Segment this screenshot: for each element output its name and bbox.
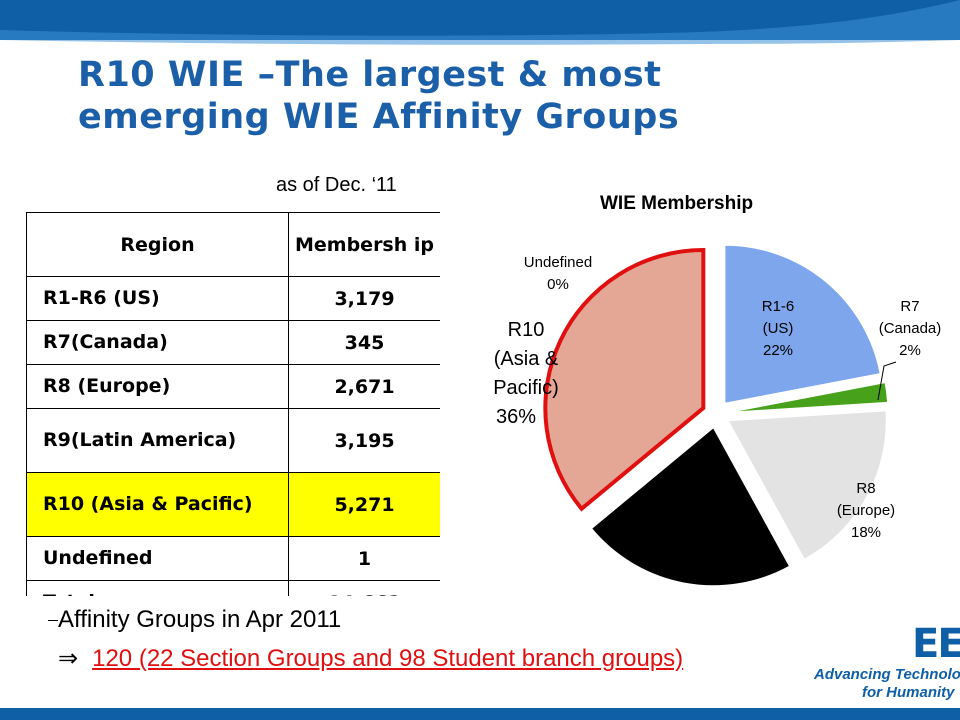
slide-title: R10 WIE –The largest & most emerging WIE… <box>78 54 898 138</box>
table-row: Undefined 1 <box>26 536 440 581</box>
row-region: Total <box>26 580 289 596</box>
row-value: 14,662 <box>288 580 440 596</box>
header-membership: Membersh ip <box>288 212 440 277</box>
table-row: R9(Latin America) 3,195 <box>26 408 440 473</box>
membership-table: Region Membersh ip R1-R6 (US) 3,179 R7(C… <box>26 212 440 596</box>
row-region: R1-R6 (US) <box>26 276 289 321</box>
table-row-highlighted: R10 (Asia & Pacific) 5,271 <box>26 472 440 537</box>
label-europe-sub: (Europe) <box>836 502 896 519</box>
label-us-sub: (US) <box>762 320 794 337</box>
table-row: R1-R6 (US) 3,179 <box>26 276 440 321</box>
slide-title-line-2: emerging WIE Affinity Groups <box>78 97 680 137</box>
logo-tagline-2: for Humanity <box>862 684 955 701</box>
as-of-date: as of Dec. ‘11 <box>276 174 397 196</box>
row-region: R9(Latin America) <box>26 408 289 473</box>
pie-chart <box>543 244 897 587</box>
row-region: Undefined <box>26 536 289 581</box>
label-undefined: Undefined 0% <box>508 252 608 296</box>
membership-table-container: Region Membersh ip R1-R6 (US) 3,179 R7(C… <box>26 212 440 596</box>
row-value: 3,195 <box>288 408 440 473</box>
label-us-pct: 22% <box>762 342 794 359</box>
label-us-name: R1-6 <box>761 298 795 315</box>
slice-canada <box>729 382 889 413</box>
bottom-banner <box>0 708 960 720</box>
table-row: R8 (Europe) 2,671 <box>26 364 440 409</box>
row-value: 3,179 <box>288 276 440 321</box>
label-apac-pct: 36% <box>496 406 537 428</box>
label-apac: R10 (Asia & Pacific) 36% <box>472 316 580 432</box>
label-europe-pct: 18% <box>850 524 882 541</box>
label-undefined-name: Undefined <box>523 254 593 271</box>
label-canada: R7 (Canada) 2% <box>862 296 958 362</box>
slide-title-line-1: R10 WIE –The largest & most <box>78 55 662 95</box>
table-row-total: Total 14,662 <box>26 580 440 596</box>
callout-box <box>42 600 910 680</box>
row-region: R8 (Europe) <box>26 364 289 409</box>
logo-mark: EE <box>912 622 960 667</box>
top-banner-curve <box>0 0 960 45</box>
table-header-row: Region Membersh ip <box>26 212 440 277</box>
label-apac-name: R10 <box>507 319 545 341</box>
slice-unlabeled <box>590 426 791 587</box>
row-region: R10 (Asia & Pacific) <box>26 472 289 537</box>
canada-leader-line <box>877 361 897 401</box>
row-value: 1 <box>288 536 440 581</box>
row-value: 2,671 <box>288 364 440 409</box>
label-canada-name: R7 <box>900 298 920 315</box>
table-row: R7(Canada) 345 <box>26 320 440 365</box>
chart-title: WIE Membership <box>600 193 754 214</box>
header-region: Region <box>26 212 289 277</box>
ieee-logo: EE Advancing Technology for Humanity <box>808 622 960 706</box>
arrow-icon: ⇒ <box>58 645 79 672</box>
logo-tagline-1: Advancing Technology <box>814 666 960 683</box>
label-canada-sub: (Canada) <box>878 320 942 337</box>
slice-us <box>724 244 881 404</box>
row-region: R7(Canada) <box>26 320 289 365</box>
label-apac-sub1: (Asia & <box>493 348 559 370</box>
label-apac-sub2: Pacific) <box>493 377 559 399</box>
label-europe-name: R8 <box>856 480 876 497</box>
slice-europe <box>727 410 887 560</box>
callout-detail: 120 (22 Section Groups and 98 Student br… <box>92 645 684 672</box>
callout-heading: Affinity Groups in Apr 2011 <box>58 606 342 633</box>
callout-detail-line: ⇒ 120 (22 Section Groups and 98 Student b… <box>58 644 683 673</box>
label-europe: R8 (Europe) 18% <box>818 478 914 544</box>
label-canada-pct: 2% <box>899 342 921 359</box>
row-value: 5,271 <box>288 472 440 537</box>
row-value: 345 <box>288 320 440 365</box>
label-undefined-pct: 0% <box>547 276 569 293</box>
callout-tick <box>48 620 58 621</box>
label-us: R1-6 (US) 22% <box>738 296 818 362</box>
slice-apac <box>543 248 706 512</box>
